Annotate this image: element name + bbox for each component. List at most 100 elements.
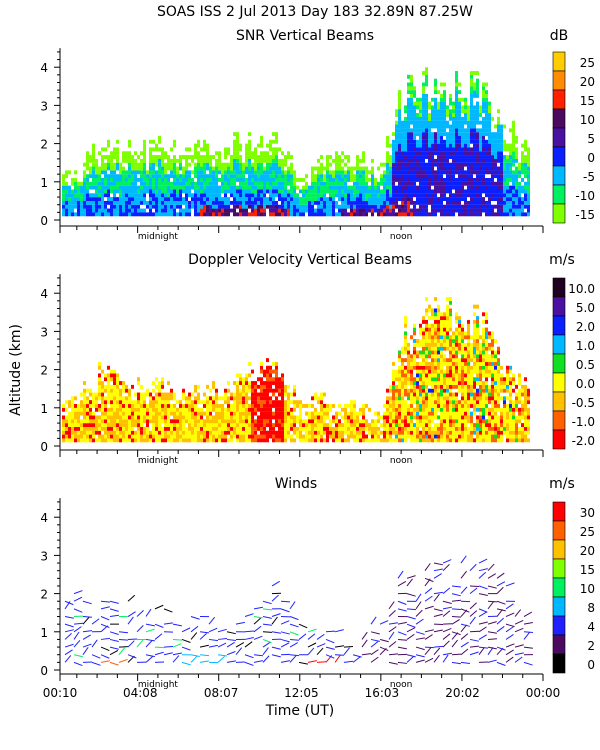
heatmap-cell xyxy=(86,404,89,408)
heatmap-cell xyxy=(65,212,68,217)
heatmap-cell xyxy=(374,181,377,186)
heatmap-cell xyxy=(185,181,188,186)
heatmap-cell xyxy=(272,158,275,163)
heatmap-cell xyxy=(470,105,473,110)
heatmap-cell xyxy=(458,400,461,405)
heatmap-cell xyxy=(437,200,440,205)
heatmap-cell xyxy=(341,181,344,186)
heatmap-cell xyxy=(476,109,479,114)
heatmap-cell xyxy=(209,170,212,175)
heatmap-cell xyxy=(209,158,212,163)
heatmap-cell xyxy=(407,411,410,416)
heatmap-cell xyxy=(392,197,395,201)
heatmap-cell xyxy=(128,419,131,424)
heatmap-cell xyxy=(233,189,236,194)
heatmap-cell xyxy=(359,438,362,443)
heatmap-cell xyxy=(452,200,455,205)
heatmap-cell xyxy=(386,143,389,148)
heatmap-cell xyxy=(287,208,290,213)
heatmap-cell xyxy=(200,181,203,186)
heatmap-cell xyxy=(251,434,254,439)
heatmap-cell xyxy=(422,135,425,140)
heatmap-cell xyxy=(470,189,473,194)
heatmap-cell xyxy=(98,185,101,190)
heatmap-cell xyxy=(236,419,239,424)
heatmap-cell xyxy=(449,404,452,408)
heatmap-cell xyxy=(425,74,428,79)
heatmap-cell xyxy=(527,197,530,201)
heatmap-cell xyxy=(101,185,104,190)
heatmap-cell xyxy=(365,204,368,209)
heatmap-cell xyxy=(398,400,401,405)
heatmap-cell xyxy=(392,185,395,190)
heatmap-cell xyxy=(188,174,191,179)
heatmap-cell xyxy=(257,212,260,217)
heatmap-cell xyxy=(446,415,449,420)
heatmap-cell xyxy=(392,170,395,175)
heatmap-cell xyxy=(404,392,407,397)
heatmap-cell xyxy=(404,426,407,431)
heatmap-cell xyxy=(332,193,335,198)
heatmap-cell xyxy=(500,197,503,201)
heatmap-cell xyxy=(299,430,302,435)
heatmap-cell xyxy=(104,396,107,401)
heatmap-cell xyxy=(227,170,230,175)
heatmap-cell xyxy=(155,185,158,190)
heatmap-cell xyxy=(524,143,527,148)
heatmap-cell xyxy=(125,204,128,209)
heatmap-cell xyxy=(269,404,272,408)
heatmap-cell xyxy=(386,400,389,405)
heatmap-cell xyxy=(254,396,257,401)
heatmap-cell xyxy=(236,212,239,217)
heatmap-cell xyxy=(140,178,143,182)
heatmap-cell xyxy=(101,396,104,401)
heatmap-cell xyxy=(71,200,74,205)
heatmap-cell xyxy=(449,128,452,133)
heatmap-cell xyxy=(443,181,446,186)
heatmap-cell xyxy=(272,185,275,190)
heatmap-cell xyxy=(440,116,443,121)
heatmap-cell xyxy=(395,113,398,117)
heatmap-cell xyxy=(122,430,125,435)
heatmap-cell xyxy=(437,365,440,370)
heatmap-cell xyxy=(281,411,284,416)
heatmap-cell xyxy=(248,404,251,408)
heatmap-cell xyxy=(218,430,221,435)
heatmap-cell xyxy=(368,189,371,194)
heatmap-cell xyxy=(419,162,422,167)
heatmap-cell xyxy=(269,411,272,416)
heatmap-cell xyxy=(413,185,416,190)
heatmap-cell xyxy=(281,158,284,163)
colorbar-label: 20 xyxy=(580,75,595,89)
heatmap-cell xyxy=(452,143,455,148)
heatmap-cell xyxy=(407,212,410,217)
heatmap-cell xyxy=(128,178,131,182)
heatmap-cell xyxy=(476,174,479,179)
heatmap-cell xyxy=(266,200,269,205)
heatmap-cell xyxy=(113,151,116,156)
heatmap-cell xyxy=(155,392,158,397)
heatmap-cell xyxy=(440,373,443,378)
heatmap-cell xyxy=(101,189,104,194)
heatmap-cell xyxy=(419,377,422,382)
heatmap-cell xyxy=(257,189,260,194)
heatmap-cell xyxy=(143,147,146,152)
heatmap-cell xyxy=(524,181,527,186)
heatmap-cell xyxy=(236,143,239,148)
heatmap-cell xyxy=(188,193,191,198)
heatmap-cell xyxy=(116,400,119,405)
heatmap-cell xyxy=(287,155,290,159)
heatmap-cell xyxy=(65,208,68,213)
heatmap-cell xyxy=(374,204,377,209)
heatmap-cell xyxy=(446,135,449,140)
heatmap-cell xyxy=(113,384,116,389)
heatmap-cell xyxy=(266,369,269,374)
heatmap-cell xyxy=(74,170,77,175)
heatmap-cell xyxy=(317,423,320,427)
heatmap-cell xyxy=(401,174,404,179)
heatmap-cell xyxy=(209,426,212,431)
heatmap-cell xyxy=(326,212,329,217)
heatmap-cell xyxy=(77,438,80,443)
heatmap-cell xyxy=(170,404,173,408)
heatmap-cell xyxy=(311,434,314,439)
